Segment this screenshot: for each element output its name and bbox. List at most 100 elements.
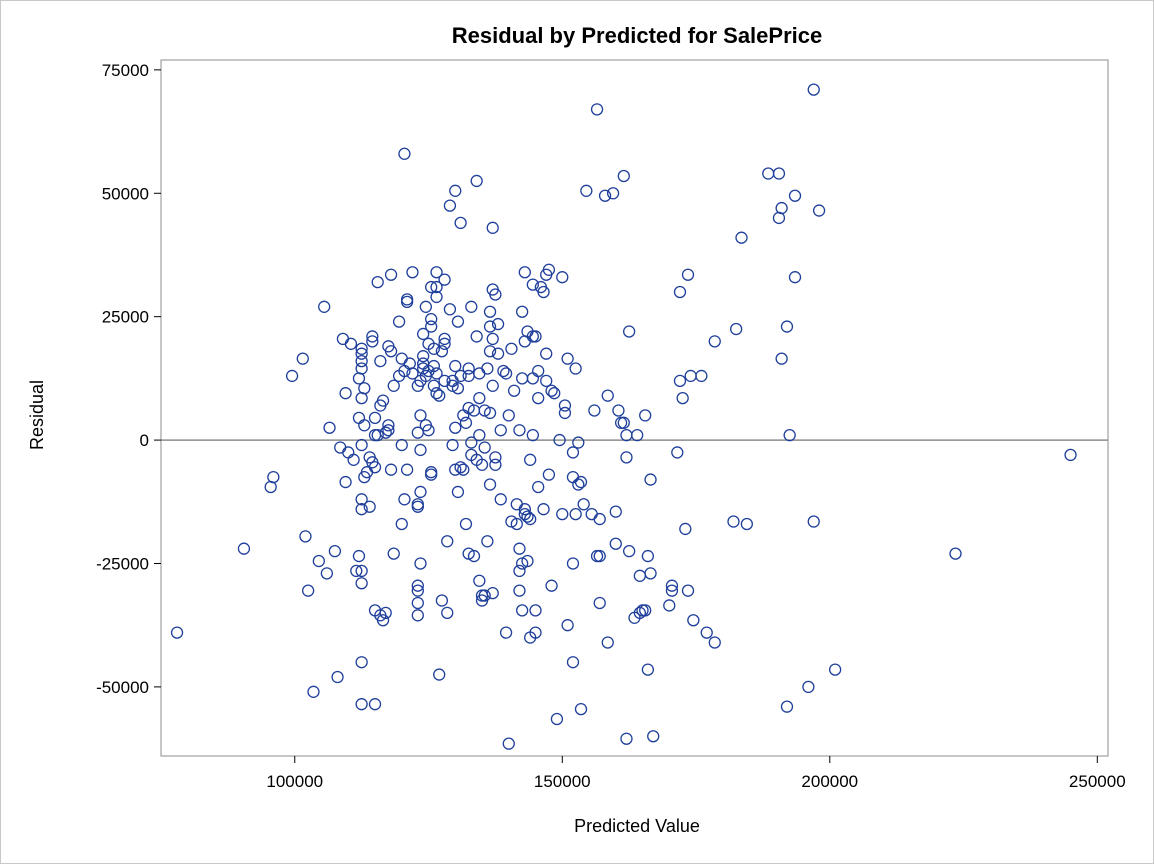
data-point (486, 379, 499, 392)
data-point (673, 285, 687, 299)
data-point (430, 290, 443, 304)
data-point (355, 503, 368, 516)
data-point (473, 574, 486, 587)
data-point (609, 505, 622, 518)
data-point (433, 389, 446, 402)
data-point (561, 352, 574, 365)
data-point (318, 300, 331, 313)
data-point (307, 685, 320, 698)
plot-area (160, 59, 1109, 757)
data-point (542, 263, 556, 276)
data-point (355, 362, 368, 375)
data-point (368, 428, 382, 442)
data-point (366, 330, 379, 343)
data-point (513, 564, 526, 578)
data-point (572, 478, 585, 491)
data-point (379, 426, 392, 439)
data-point (355, 493, 368, 506)
data-point (400, 295, 414, 309)
data-point (400, 293, 414, 306)
data-point (339, 387, 352, 400)
data-point (465, 300, 478, 313)
data-point (510, 517, 523, 531)
data-point (387, 379, 400, 392)
data-point (312, 554, 325, 568)
x-axis: 100000 150000 200000 250000 (266, 756, 1126, 791)
data-point (590, 103, 604, 116)
data-point (620, 428, 633, 442)
data-point (499, 626, 513, 639)
data-point (708, 636, 721, 649)
data-point (427, 379, 441, 392)
data-point (636, 604, 649, 617)
data-point (414, 557, 427, 570)
data-point (301, 584, 315, 597)
data-point (679, 522, 692, 536)
data-point (566, 470, 580, 484)
data-point (473, 428, 486, 442)
data-point (513, 542, 526, 555)
data-point (457, 463, 470, 476)
data-point (617, 169, 630, 183)
data-point (569, 362, 582, 375)
data-point (497, 364, 510, 378)
data-point (681, 584, 695, 597)
data-point (459, 416, 473, 429)
x-tick-label: 100000 (266, 772, 323, 791)
data-point (513, 424, 526, 437)
data-point (350, 564, 363, 578)
data-point (483, 345, 497, 358)
data-point (802, 680, 815, 694)
data-point (828, 663, 842, 676)
data-point (406, 367, 419, 380)
data-point (529, 330, 542, 343)
data-point (462, 362, 475, 375)
data-point (358, 382, 371, 395)
data-point (387, 547, 400, 560)
data-points (170, 83, 1077, 750)
data-point (336, 332, 350, 346)
data-point (524, 512, 537, 526)
data-point (526, 372, 539, 385)
data-point (344, 337, 358, 350)
data-point (641, 549, 655, 563)
data-point (556, 271, 569, 284)
data-point (451, 382, 465, 395)
data-point (762, 167, 775, 180)
data-point (489, 458, 502, 471)
data-point (454, 461, 467, 474)
data-point (411, 584, 424, 597)
data-point (540, 374, 553, 388)
data-point (398, 493, 411, 506)
data-point (398, 147, 411, 160)
data-point (644, 473, 657, 486)
data-point (355, 347, 368, 360)
data-point (526, 278, 539, 291)
y-tick-label: 50000 (102, 184, 149, 203)
data-point (730, 322, 743, 336)
data-point (435, 345, 449, 358)
data-point (425, 468, 438, 481)
data-point (521, 554, 534, 568)
data-point (430, 367, 443, 380)
data-point (411, 596, 424, 610)
data-point (443, 303, 457, 316)
data-point (483, 406, 497, 420)
data-point (550, 712, 564, 726)
data-point (772, 167, 786, 180)
data-point (170, 626, 184, 639)
data-point (395, 438, 408, 452)
data-point (491, 347, 505, 360)
data-point (374, 354, 387, 368)
data-point (355, 354, 368, 368)
data-point (1064, 448, 1077, 462)
data-point (633, 569, 647, 582)
data-point (406, 266, 419, 279)
data-point (368, 698, 382, 711)
data-point (457, 409, 470, 422)
data-point (590, 549, 604, 563)
data-point (598, 189, 612, 202)
data-point (553, 433, 566, 447)
data-point (355, 564, 368, 578)
data-point (521, 510, 534, 523)
